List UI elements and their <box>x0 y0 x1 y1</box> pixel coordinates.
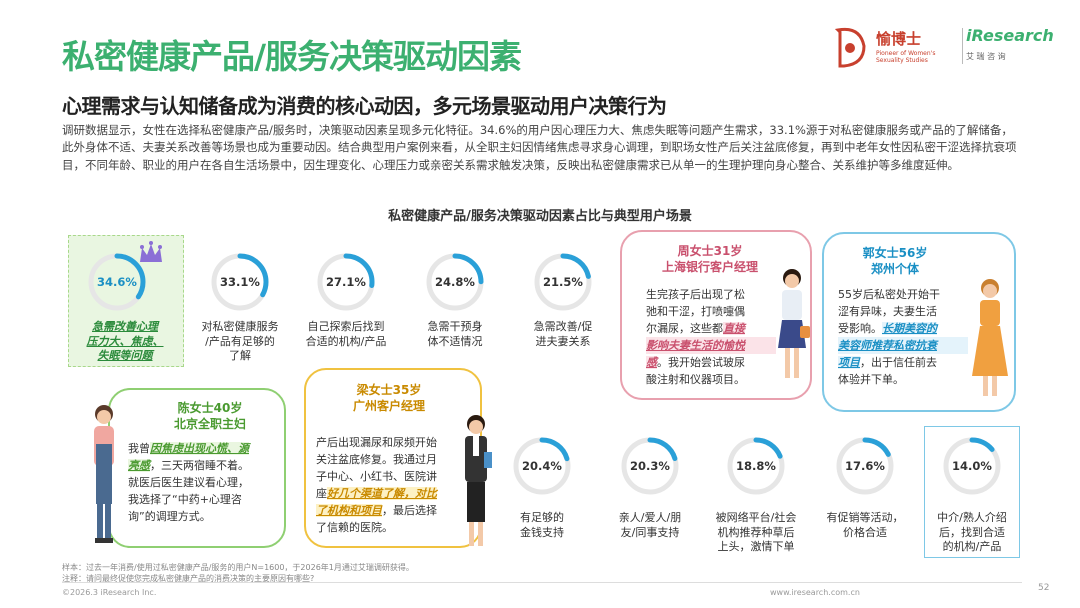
donut-label-6: 有足够的 金钱支持 <box>520 511 564 539</box>
copyright: ©2026.3 iResearch Inc. <box>62 588 157 597</box>
donut-svg-9 <box>836 437 894 495</box>
donut-value-4: 24.8% <box>435 275 475 289</box>
donut-svg-6 <box>513 437 571 495</box>
persona-card-zhou <box>620 230 812 400</box>
donut-6: 20.4% <box>510 434 574 498</box>
donut-arc-3 <box>317 253 375 311</box>
donut-svg-5 <box>534 253 592 311</box>
logo-divider <box>962 28 963 64</box>
persona-liang-quote: 产后出现漏尿和尿频开始 关注盆底修复。我通过月 子中心、小红书、医院讲 座好几个… <box>316 436 437 534</box>
website-link[interactable]: www.iresearch.com.cn <box>770 588 860 597</box>
donut-label-7: 亲人/爱人/朋 友/同事支持 <box>618 511 682 539</box>
donut-value-1: 34.6% <box>97 275 137 289</box>
donut-arc-9 <box>836 437 894 495</box>
persona-liang-header: 梁女士35岁 广州客户经理 <box>352 383 425 413</box>
donut-1: 34.6% <box>85 250 149 314</box>
donut-arc-4 <box>426 253 484 311</box>
donut-9: 17.6% <box>833 434 897 498</box>
donut-arc-1 <box>88 253 146 311</box>
page-number: 52 <box>1038 583 1050 593</box>
partner-logo: iResearch 艾 瑞 咨 询 <box>966 26 1056 70</box>
donut-value-9: 17.6% <box>845 459 885 473</box>
donut-svg-10 <box>943 437 1001 495</box>
donut-arc-10 <box>943 437 1001 495</box>
brand-logo-tagline: Pioneer of Women's Sexuality Studies <box>876 50 936 64</box>
donut-value-5: 21.5% <box>543 275 583 289</box>
donut-4: 24.8% <box>423 250 487 314</box>
donut-arc-5 <box>534 253 592 311</box>
donut-label-2: 对私密健康服务/产品有足够的 了解 <box>201 320 279 362</box>
donut-svg-3 <box>317 253 375 311</box>
persona-zhou-quote: 生完孩子后出现了松 弛和干涩，打喷嚏偶 尔漏尿，这些都直接 影响夫妻生活的愉悦 … <box>646 286 776 388</box>
page-title: 私密健康产品/服务决策驱动因素 <box>62 37 522 76</box>
donut-arc-6 <box>513 437 571 495</box>
persona-zhou-header: 周女士31岁 上海银行客户经理 <box>661 244 758 274</box>
woman-avatar-liang <box>465 415 492 546</box>
donut-7: 20.3% <box>618 434 682 498</box>
donut-label-4: 急需干预身 体不适情况 <box>427 320 483 348</box>
brand-logo-icon <box>834 27 866 68</box>
persona-card-liang <box>304 368 482 548</box>
donut-value-3: 27.1% <box>326 275 366 289</box>
donut-5: 21.5% <box>531 250 595 314</box>
footnote: 样本：过去一年消费/使用过私密健康产品/服务的用户N=1600，于2026年1月… <box>62 563 414 583</box>
donut-arc-8 <box>727 437 785 495</box>
woman-avatar-guo <box>972 279 1008 396</box>
brand-logo: 愉博士 Pioneer of Women's Sexuality Studies <box>830 22 960 74</box>
woman-avatar-chen <box>94 405 114 543</box>
donut-8: 18.8% <box>724 434 788 498</box>
donut-3: 27.1% <box>314 250 378 314</box>
last-factor-highlight <box>924 426 1020 558</box>
crown-icon <box>140 241 162 262</box>
persona-guo-header: 郭女士56岁 郑州个体 <box>862 246 928 276</box>
donut-svg-4 <box>426 253 484 311</box>
donut-arc-7 <box>621 437 679 495</box>
donut-svg-8 <box>727 437 785 495</box>
persona-guo-quote: 55岁后私密处开始干 涩有异味，夫妻生活 受影响。长期美容的 美容师推荐私密抗衰… <box>838 286 968 388</box>
partner-logo-name: iResearch <box>966 26 1054 45</box>
donut-label-10: 中介/熟人介绍 后，找到合适 的机构/产品 <box>937 511 1007 553</box>
donut-label-5: 急需改善/促 进夫妻关系 <box>533 320 593 348</box>
donut-svg-1 <box>88 253 146 311</box>
chart-title: 私密健康产品/服务决策驱动因素占比与典型用户场景 <box>388 209 692 224</box>
persona-chen-header: 陈女士40岁 北京全职主妇 <box>173 401 246 431</box>
donut-label-3: 自己探索后找到 合适的机构/产品 <box>305 320 387 348</box>
donut-value-10: 14.0% <box>952 459 992 473</box>
donut-svg-7 <box>621 437 679 495</box>
donut-2: 33.1% <box>208 250 272 314</box>
donut-value-2: 33.1% <box>220 275 260 289</box>
donut-value-7: 20.3% <box>630 459 670 473</box>
page-subtitle: 心理需求与认知储备成为消费的核心动因，多元场景驱动用户决策行为 <box>62 94 667 118</box>
donut-label-1: 急需改善心理 压力大、焦虑、 失眠等问题 <box>86 320 164 362</box>
brand-logo-name: 愉博士 <box>876 30 922 48</box>
partner-logo-cn: 艾 瑞 咨 询 <box>966 52 1006 61</box>
donut-arc-2 <box>211 253 269 311</box>
persona-chen-quote: 我曾因焦虑出现心慌、源 亮感，三天两宿睡不着。 就医后医生建议看心理， 我选择了… <box>128 442 249 523</box>
donut-value-6: 20.4% <box>522 459 562 473</box>
donut-label-9: 有促销等活动， 价格合适 <box>826 511 904 539</box>
donut-svg-2 <box>211 253 269 311</box>
donut-value-8: 18.8% <box>736 459 776 473</box>
intro-paragraph: 调研数据显示，女性在选择私密健康产品/服务时，决策驱动因素呈现多元化特征。34.… <box>62 123 1017 172</box>
woman-avatar-zhou <box>778 269 810 378</box>
donut-10: 14.0% <box>940 434 1004 498</box>
donut-label-8: 被网络平台/社会 机构推荐种草后 上头，激情下单 <box>715 511 797 553</box>
footer-divider <box>62 582 1022 583</box>
